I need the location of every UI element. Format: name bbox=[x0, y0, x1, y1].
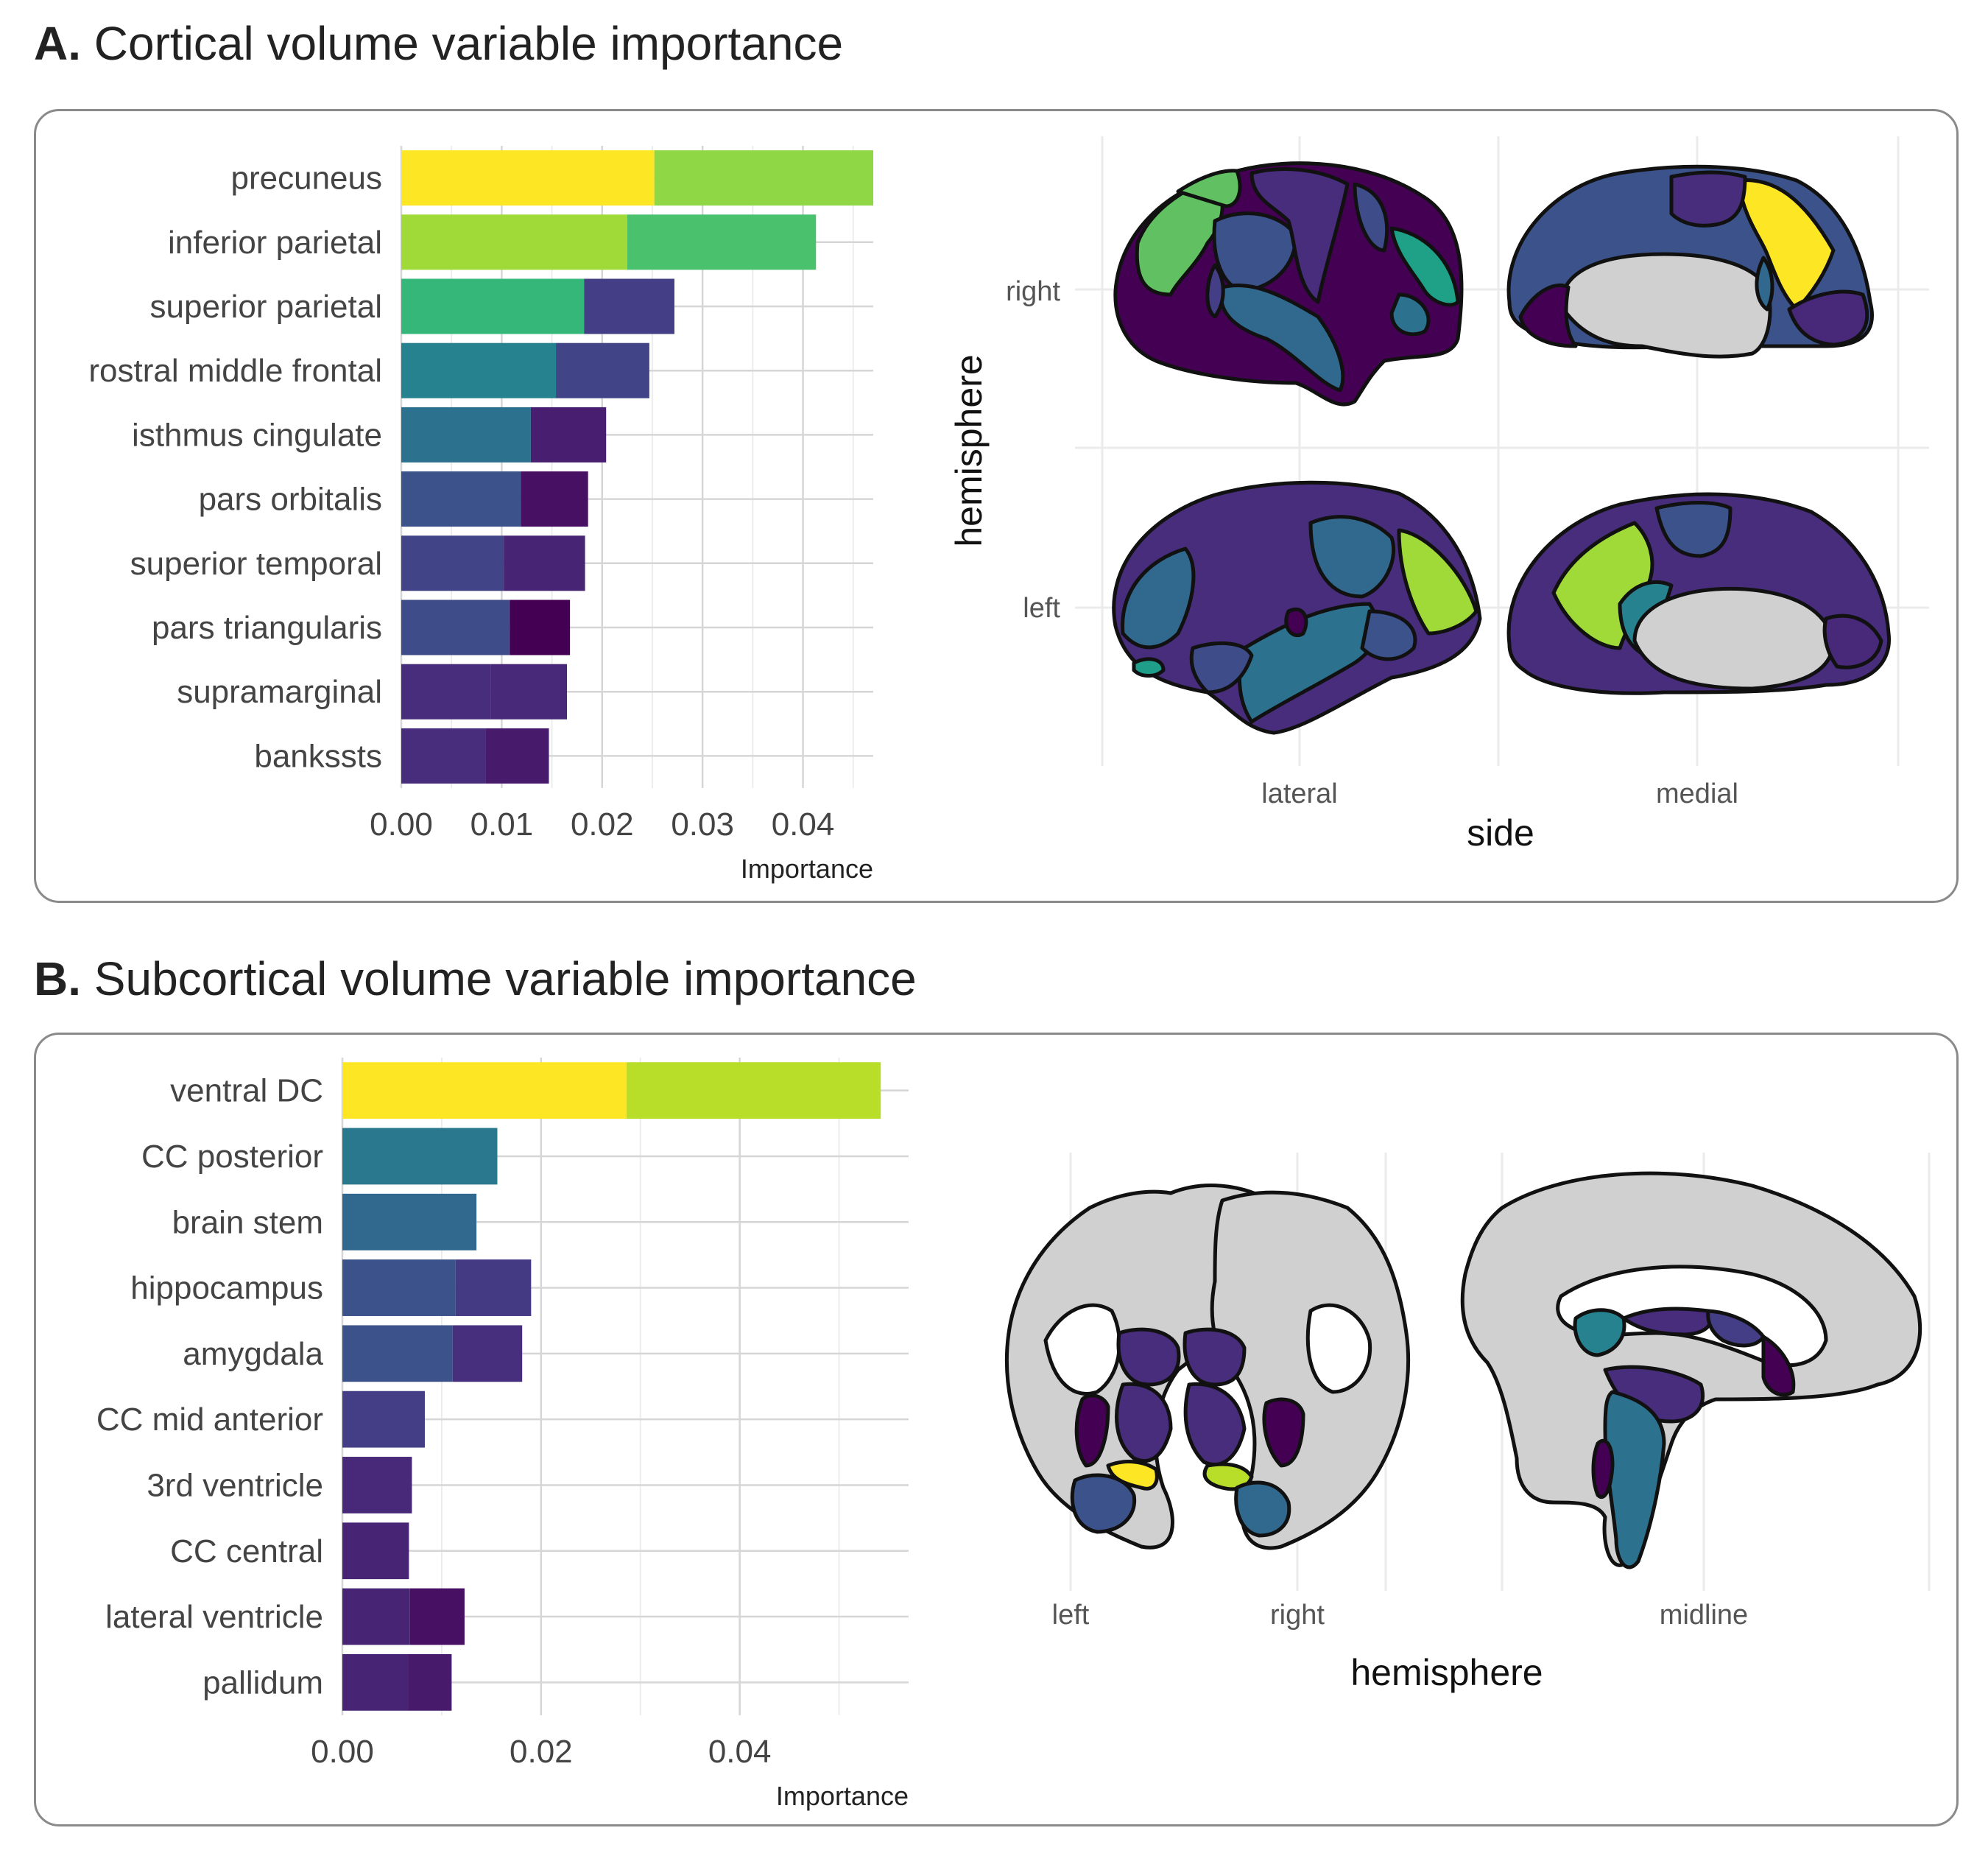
cortical-bar-inner bbox=[401, 664, 491, 720]
subcortical-bar-inner bbox=[342, 1588, 410, 1645]
cortical-x-tick-label: 0.01 bbox=[470, 806, 534, 843]
subcortical-category-label: CC posterior bbox=[141, 1139, 323, 1175]
subcortical-bar-inner bbox=[342, 1457, 412, 1513]
subcortical-category-label: 3rd ventricle bbox=[147, 1467, 323, 1503]
subcortical-category-label: lateral ventricle bbox=[105, 1599, 323, 1635]
subcortical-bar-inner bbox=[342, 1128, 498, 1185]
subcortical-bar-outer bbox=[452, 1325, 523, 1382]
subcortical-category-label: amygdala bbox=[183, 1336, 323, 1372]
brain-sagittal-slice bbox=[1460, 1171, 1922, 1569]
panel-a-letter: A. bbox=[34, 17, 81, 70]
cortical-bar-outer bbox=[654, 150, 873, 206]
subcortical-bar-outer bbox=[408, 1653, 452, 1711]
subcortical-category-label: ventral DC bbox=[170, 1073, 323, 1109]
subcortical-bar-outer bbox=[409, 1588, 465, 1645]
subcortical-bar-inner bbox=[342, 1062, 627, 1119]
panel-a-title-text: Cortical volume variable importance bbox=[94, 17, 844, 70]
cortical-category-label: superior temporal bbox=[130, 546, 382, 582]
cortical-importance-chart: precuneus inferior parietal superior parie… bbox=[88, 146, 873, 884]
cortical-category-label: inferior parietal bbox=[168, 225, 382, 261]
brain-b-col-label-midline: midline bbox=[1660, 1600, 1748, 1631]
brain-a-col-label-lateral: lateral bbox=[1261, 778, 1338, 809]
panel-a-title: A. Cortical volume variable importance bbox=[34, 16, 843, 71]
cortical-bar-outer bbox=[584, 278, 674, 334]
cortical-bar-inner bbox=[401, 278, 585, 334]
cortical-category-label: rostral middle frontal bbox=[88, 353, 382, 389]
cortical-x-axis-title: Importance bbox=[741, 854, 873, 884]
brain-coronal-slice bbox=[1004, 1184, 1411, 1550]
cortical-bar-outer bbox=[504, 535, 585, 591]
subcortical-x-tick-label: 0.04 bbox=[708, 1734, 772, 1770]
cortical-category-label: isthmus cingulate bbox=[132, 417, 382, 453]
cortical-bar-outer bbox=[485, 728, 549, 784]
brain-right-lateral bbox=[1113, 161, 1464, 407]
cortical-bar-outer bbox=[490, 664, 568, 720]
subcortical-bar-inner bbox=[342, 1193, 477, 1251]
cortical-x-tick-label: 0.00 bbox=[370, 806, 433, 843]
panel-b-title: B. Subcortical volume variable importanc… bbox=[34, 952, 917, 1006]
cortical-bar-inner bbox=[401, 535, 504, 591]
subcortical-x-tick-label: 0.00 bbox=[311, 1734, 374, 1770]
brain-b-x-title: hemisphere bbox=[1350, 1652, 1543, 1693]
subcortical-category-label: hippocampus bbox=[130, 1270, 323, 1307]
brain-left-medial bbox=[1506, 492, 1892, 695]
cortical-category-label: pars orbitalis bbox=[199, 482, 382, 518]
brain-a-col-label-medial: medial bbox=[1656, 778, 1738, 809]
subcortical-x-axis-title: Importance bbox=[776, 1781, 909, 1811]
cortical-bar-inner bbox=[401, 407, 531, 463]
subcortical-bar-inner bbox=[342, 1653, 409, 1711]
cortical-x-tick-label: 0.03 bbox=[671, 806, 734, 843]
subcortical-bar-inner bbox=[342, 1390, 425, 1448]
subcortical-bar-inner bbox=[342, 1325, 453, 1382]
subcortical-bar-outer bbox=[455, 1259, 532, 1316]
brain-a-row-label-right: right bbox=[1006, 276, 1060, 307]
brain-b-col-label-right: right bbox=[1270, 1600, 1325, 1631]
brain-left-lateral bbox=[1112, 480, 1482, 735]
panel-b-letter: B. bbox=[34, 952, 81, 1005]
cortical-brain-atlas: right left lateral medial side hemispher… bbox=[948, 136, 1929, 854]
cortical-bar-outer bbox=[556, 342, 649, 398]
brain-right-medial bbox=[1506, 164, 1874, 359]
panel-b-title-text: Subcortical volume variable importance bbox=[94, 952, 917, 1005]
cortical-bar-outer bbox=[627, 214, 817, 270]
cortical-bar-inner bbox=[401, 214, 627, 270]
cortical-x-tick-label: 0.02 bbox=[571, 806, 634, 843]
brain-b-col-label-left: left bbox=[1052, 1600, 1090, 1631]
subcortical-bar-inner bbox=[342, 1259, 456, 1316]
brain-a-x-title: side bbox=[1467, 812, 1534, 854]
cortical-category-label: supramarginal bbox=[177, 674, 382, 710]
brain-a-row-label-left: left bbox=[1023, 593, 1060, 624]
cortical-bar-outer bbox=[530, 407, 607, 463]
subcortical-importance-chart: ventral DC CC posterior brain stem hippocam… bbox=[96, 1058, 909, 1811]
cortical-category-label: superior parietal bbox=[150, 289, 383, 325]
cortical-bar-inner bbox=[401, 150, 655, 206]
subcortical-bar-inner bbox=[342, 1522, 409, 1580]
cortical-category-label: bankssts bbox=[254, 738, 382, 774]
cortical-bar-outer bbox=[521, 471, 588, 527]
subcortical-bar-outer bbox=[626, 1062, 881, 1119]
cortical-category-label: precuneus bbox=[231, 161, 382, 197]
cortical-bar-inner bbox=[401, 342, 557, 398]
brain-a-y-title: hemisphere bbox=[948, 354, 990, 546]
cortical-bar-inner bbox=[401, 600, 510, 655]
subcortical-category-label: CC mid anterior bbox=[96, 1402, 323, 1438]
cortical-bar-inner bbox=[401, 728, 486, 784]
cortical-bar-inner bbox=[401, 471, 521, 527]
cortical-category-label: pars triangularis bbox=[152, 610, 382, 646]
cortical-bar-outer bbox=[510, 600, 571, 655]
subcortical-category-label: CC central bbox=[170, 1533, 323, 1569]
cortical-x-tick-label: 0.04 bbox=[772, 806, 835, 843]
subcortical-category-label: pallidum bbox=[202, 1664, 323, 1701]
subcortical-brain-atlas: left right midline hemisphere bbox=[1004, 1153, 1931, 1693]
subcortical-category-label: brain stem bbox=[172, 1204, 323, 1240]
subcortical-x-tick-label: 0.02 bbox=[510, 1734, 573, 1770]
